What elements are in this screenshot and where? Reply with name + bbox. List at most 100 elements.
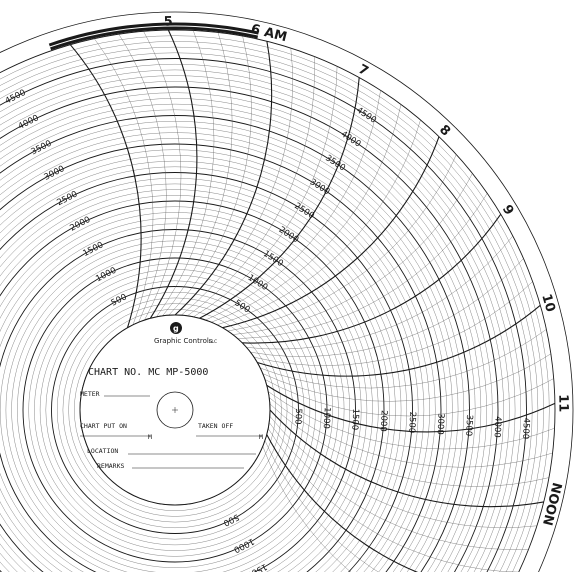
scale-label: 1000 bbox=[321, 407, 332, 429]
scale-label: 2000 bbox=[378, 410, 389, 432]
scale-circle bbox=[0, 86, 499, 572]
pen-trace-line bbox=[48, 22, 259, 47]
scale-circle bbox=[0, 47, 538, 572]
put-on-m-suffix: M bbox=[148, 433, 152, 441]
time-line bbox=[268, 391, 555, 450]
scale-circle bbox=[0, 206, 379, 572]
time-line bbox=[149, 29, 198, 319]
scale-label: 4000 bbox=[17, 113, 41, 132]
time-line bbox=[250, 258, 524, 357]
scale-label: 3000 bbox=[43, 164, 67, 183]
graphic-controls-logo: g bbox=[170, 322, 182, 334]
scale-circle bbox=[28, 263, 322, 557]
scale-circle bbox=[0, 64, 521, 572]
scale-label: 2000 bbox=[68, 215, 92, 234]
scale-circle bbox=[0, 92, 493, 572]
time-line bbox=[266, 434, 419, 572]
scale-circle bbox=[0, 172, 413, 572]
scale-circle bbox=[51, 286, 299, 534]
scale-label: 3000 bbox=[435, 413, 446, 435]
time-line bbox=[181, 48, 293, 316]
scale-circle bbox=[0, 69, 516, 572]
scale-label: 4500 bbox=[520, 417, 531, 439]
scale-circle bbox=[0, 109, 476, 572]
hour-label: NOON bbox=[539, 481, 564, 527]
scale-circle bbox=[0, 212, 373, 572]
scale-circle bbox=[0, 217, 368, 572]
scale-circle bbox=[5, 240, 345, 572]
time-line bbox=[269, 416, 537, 528]
chart-grid bbox=[0, 11, 574, 572]
scale-label: 1500 bbox=[245, 561, 269, 572]
scale-label: 1500 bbox=[81, 240, 105, 259]
time-line bbox=[262, 353, 551, 402]
scale-circle bbox=[0, 223, 362, 572]
time-line bbox=[174, 41, 273, 316]
scale-label: 2500 bbox=[406, 411, 417, 433]
time-line bbox=[264, 378, 554, 417]
scale-label: 3500 bbox=[323, 153, 347, 173]
scale-label: 2500 bbox=[292, 201, 316, 221]
scale-circle bbox=[62, 297, 288, 523]
scale-circle bbox=[0, 58, 527, 572]
scale-circle bbox=[0, 200, 385, 572]
scale-circle bbox=[11, 246, 339, 572]
time-line bbox=[260, 329, 547, 389]
time-line bbox=[162, 32, 233, 316]
scale-label: 1500 bbox=[349, 408, 360, 430]
hour-label: 11 bbox=[555, 394, 570, 412]
scale-circle bbox=[0, 104, 481, 572]
scale-circle bbox=[0, 183, 402, 572]
time-line bbox=[269, 409, 544, 508]
scale-label: 500 bbox=[292, 408, 303, 425]
scale-circle bbox=[0, 195, 390, 572]
scale-circle bbox=[22, 257, 328, 563]
time-line bbox=[156, 30, 215, 317]
scale-circle bbox=[0, 132, 453, 572]
scale-circle bbox=[57, 292, 293, 528]
svg-text:g: g bbox=[173, 324, 179, 333]
hour-label: 5 bbox=[164, 15, 173, 30]
scale-label: 1500 bbox=[261, 249, 285, 269]
hour-label: 10 bbox=[538, 292, 557, 314]
time-line bbox=[143, 31, 182, 321]
scale-circle bbox=[0, 143, 442, 572]
time-line bbox=[268, 428, 519, 572]
meter-label: METER bbox=[80, 390, 100, 398]
scale-circle bbox=[0, 189, 396, 572]
scale-circle bbox=[0, 166, 419, 572]
time-line bbox=[264, 440, 379, 572]
scale-circle bbox=[0, 229, 356, 572]
time-line bbox=[269, 397, 553, 468]
scale-circle bbox=[45, 280, 305, 540]
scale-label: 1000 bbox=[232, 536, 256, 555]
time-line bbox=[232, 173, 473, 335]
scale-label: 3000 bbox=[308, 177, 332, 197]
scale-circle bbox=[0, 138, 447, 572]
scale-circle bbox=[0, 178, 407, 572]
time-line bbox=[262, 446, 352, 572]
scale-circle bbox=[0, 98, 487, 572]
scale-circle bbox=[39, 274, 311, 546]
scale-circle bbox=[0, 41, 544, 572]
scale-label: 4500 bbox=[4, 88, 28, 107]
scale-circle bbox=[0, 35, 550, 572]
time-line bbox=[216, 119, 421, 325]
center-hole bbox=[156, 391, 194, 429]
chart-rim bbox=[0, 11, 574, 572]
time-line bbox=[199, 77, 360, 319]
scale-circle bbox=[0, 160, 425, 572]
chart-number: CHART NO. MC MP-5000 bbox=[88, 367, 208, 378]
time-line bbox=[205, 90, 381, 321]
scale-label: 4500 bbox=[354, 106, 378, 126]
chart-put-on-label: CHART PUT ON bbox=[80, 422, 127, 430]
scale-circle bbox=[17, 252, 333, 568]
scale-circle bbox=[68, 303, 282, 517]
time-line bbox=[242, 213, 502, 344]
time-line bbox=[269, 422, 529, 550]
scale-label: 3500 bbox=[30, 139, 54, 158]
scale-circle bbox=[0, 126, 459, 572]
time-line bbox=[94, 38, 154, 325]
time-line bbox=[69, 44, 142, 328]
